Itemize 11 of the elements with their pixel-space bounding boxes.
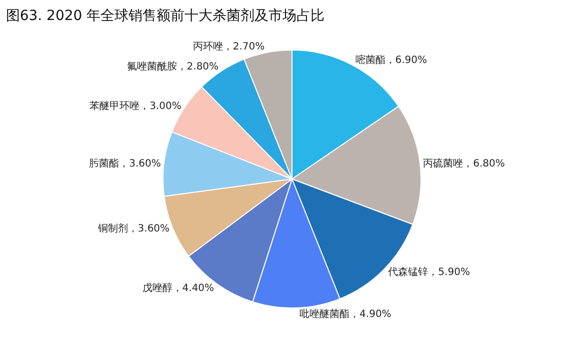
slice-label: 丙硫菌唑，6.80% [423, 158, 505, 170]
slice-label: 氟唑菌酰胺，2.80% [126, 60, 219, 73]
slice-label: 嘧菌酯，6.90% [355, 54, 428, 66]
slice-label: 戊唑醇，4.40% [142, 282, 214, 294]
slice-label: 苯醚甲环唑，3.00% [90, 100, 182, 112]
slice-label: 丙环唑，2.70% [192, 40, 265, 53]
slice-label: 代森锰锌，5.90% [387, 266, 470, 278]
chart-title: 图63. 2020 年全球销售额前十大杀菌剂及市场占比 [6, 8, 325, 24]
slice-label: 铜制剂，3.60% [96, 222, 170, 235]
slice-label: 吡唑醚菌酯，4.90% [300, 308, 392, 320]
slice-label: 肟菌酯，3.60% [89, 158, 161, 170]
